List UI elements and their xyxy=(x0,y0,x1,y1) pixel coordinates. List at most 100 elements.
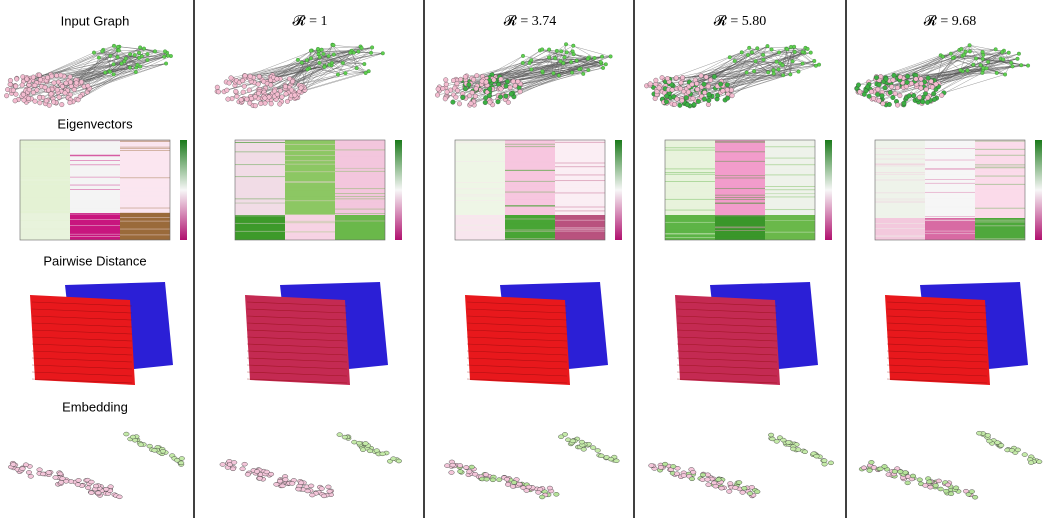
point xyxy=(60,477,66,481)
heatmap-stripe xyxy=(235,199,285,200)
page: Input Graph Eigenvectors Pairwise Distan… xyxy=(0,0,1052,518)
node xyxy=(653,96,658,101)
node xyxy=(557,74,561,78)
heatmap-stripe xyxy=(665,236,715,237)
heatmap-stripe xyxy=(120,238,170,239)
node xyxy=(68,80,73,85)
node xyxy=(38,100,43,105)
heatmap-stripe xyxy=(120,208,170,209)
point xyxy=(933,484,939,488)
node xyxy=(249,96,254,101)
node xyxy=(54,73,59,78)
node xyxy=(876,87,881,92)
node xyxy=(52,81,57,86)
point xyxy=(706,483,712,487)
heatmap-stripe xyxy=(505,170,555,171)
node xyxy=(530,68,534,72)
point xyxy=(781,438,787,442)
heatmap-stripe xyxy=(975,154,1025,155)
column-title: 𝓡 = 1 xyxy=(293,13,328,29)
node xyxy=(499,87,504,92)
point xyxy=(444,464,450,468)
heatmap-stripe xyxy=(335,196,385,197)
point xyxy=(147,444,153,448)
heatmap-stripe xyxy=(70,219,120,220)
heatmap-stripe xyxy=(235,208,285,209)
heatmap-stripe xyxy=(555,175,605,176)
heatmap-stripe xyxy=(235,151,285,152)
row-label: Pairwise Distance xyxy=(43,253,146,268)
point xyxy=(308,484,314,488)
heatmap xyxy=(20,140,187,240)
point xyxy=(380,452,386,456)
node xyxy=(504,94,509,99)
node xyxy=(285,99,290,104)
point xyxy=(608,457,614,461)
node xyxy=(332,43,336,47)
heatmap-stripe xyxy=(555,180,605,181)
heatmap-stripe xyxy=(505,145,555,146)
node xyxy=(564,42,568,46)
node xyxy=(458,77,463,82)
heatmap-stripe xyxy=(120,217,170,218)
node xyxy=(856,83,861,88)
heatmap-stripe xyxy=(505,199,555,200)
point xyxy=(742,486,748,490)
heatmap-stripe xyxy=(765,158,815,159)
heatmap-stripe xyxy=(505,186,555,187)
point xyxy=(943,489,949,493)
point xyxy=(257,476,263,480)
node xyxy=(381,52,385,56)
node xyxy=(609,55,613,59)
heatmap-stripe xyxy=(505,235,555,236)
node xyxy=(553,56,557,60)
node xyxy=(21,92,26,97)
node xyxy=(600,55,604,59)
node xyxy=(24,77,29,82)
point xyxy=(466,470,472,474)
heatmap-stripe xyxy=(505,230,555,231)
node xyxy=(888,90,893,95)
heatmap-stripe xyxy=(235,164,285,165)
heatmap-stripe xyxy=(120,187,170,188)
heatmap-stripe xyxy=(235,198,285,199)
node xyxy=(1007,51,1011,55)
point xyxy=(539,495,545,499)
heatmap-stripe xyxy=(455,141,505,142)
heatmap-stripe xyxy=(875,164,925,165)
point xyxy=(595,448,601,452)
node xyxy=(905,74,910,79)
column-title: 𝓡 = 9.68 xyxy=(924,13,976,29)
surface xyxy=(465,282,608,385)
node xyxy=(227,81,232,86)
node xyxy=(357,50,361,54)
point xyxy=(869,460,875,464)
heatmap-stripe xyxy=(285,160,335,161)
row-label: Embedding xyxy=(62,399,128,414)
node xyxy=(909,81,914,86)
heatmap-stripe xyxy=(455,234,505,235)
heatmap-stripe xyxy=(120,207,170,208)
node xyxy=(919,77,924,82)
heatmap-stripe xyxy=(555,191,605,192)
node xyxy=(49,74,54,79)
node xyxy=(230,96,235,101)
point xyxy=(93,484,99,488)
heatmap-stripe xyxy=(20,179,70,180)
point xyxy=(822,459,828,463)
node xyxy=(570,71,574,75)
figure: Input Graph Eigenvectors Pairwise Distan… xyxy=(0,0,1052,518)
node xyxy=(706,84,711,89)
heatmap-stripe xyxy=(335,188,385,189)
node xyxy=(243,73,248,78)
node xyxy=(1003,73,1007,77)
node xyxy=(492,78,497,83)
node xyxy=(552,71,556,75)
heatmap-stripe xyxy=(285,161,335,162)
node xyxy=(664,94,669,99)
heatmap-stripe xyxy=(505,238,555,239)
node xyxy=(46,88,51,93)
node xyxy=(881,101,886,106)
node xyxy=(508,85,513,90)
heatmap-stripe xyxy=(70,164,120,165)
